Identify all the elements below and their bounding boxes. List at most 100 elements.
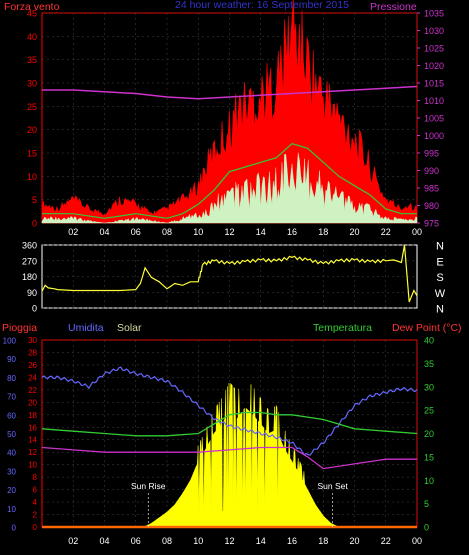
y-right-tick-label: 1010 — [424, 96, 444, 106]
y-tick-label: 90 — [27, 288, 37, 298]
pressure-label: Pressione — [370, 1, 417, 13]
y-tick-label: 10 — [27, 172, 37, 182]
pressure-line — [42, 85, 418, 100]
x-tick-label: 10 — [193, 227, 203, 237]
wind-pressure-panel: 0510152025303540459759809859909951000100… — [27, 0, 444, 237]
y-right-tick-label: 1000 — [424, 131, 444, 141]
y-tick-label: 25 — [27, 102, 37, 112]
humidity-tick-label: 90 — [7, 355, 16, 364]
dewpoint-label: Dew Point (°C) — [392, 322, 462, 334]
compass-label: N — [436, 304, 444, 316]
y-right-tick-label: 1015 — [424, 79, 444, 89]
x-tick-label: 08 — [162, 227, 172, 237]
rain-tick-label: 16 — [28, 423, 37, 432]
rain-tick-label: 30 — [28, 336, 37, 345]
solar-area — [143, 382, 340, 528]
rain-tick-label: 20 — [28, 398, 37, 407]
x-tick-label: 22 — [381, 536, 391, 546]
compass-label: E — [436, 256, 443, 268]
x-tick-label: 20 — [349, 536, 359, 546]
rain-tick-label: 2 — [33, 511, 38, 520]
humidity-tick-label: 70 — [7, 393, 16, 402]
y-tick-label: 270 — [22, 256, 37, 266]
x-tick-label: 06 — [131, 227, 141, 237]
x-tick-label: 00 — [412, 227, 422, 237]
x-tick-label: 00 — [412, 536, 422, 546]
x-tick-label: 18 — [318, 536, 328, 546]
y-tick-label: 360 — [22, 241, 37, 251]
y-right-tick-label: 1035 — [424, 9, 444, 19]
y-tick-label: 0 — [32, 304, 37, 314]
x-tick-label: 06 — [131, 536, 141, 546]
y-right-tick-label: 995 — [424, 149, 439, 159]
compass-label: W — [435, 288, 446, 300]
x-tick-label: 12 — [224, 536, 234, 546]
humidity-line — [41, 366, 418, 456]
y-tick-label: 180 — [22, 272, 37, 282]
temp-tick-label: 15 — [424, 452, 434, 462]
x-tick-label: 14 — [256, 536, 266, 546]
y-right-tick-label: 985 — [424, 184, 439, 194]
y-right-tick-label: 975 — [424, 219, 439, 229]
wind-direction-panel: 0 N 90 W 180 S 270 E 360 N — [22, 241, 446, 316]
rain-tick-label: 12 — [28, 448, 37, 457]
y-right-tick-label: 990 — [424, 166, 439, 176]
x-tick-label: 20 — [349, 227, 359, 237]
temp-tick-label: 35 — [424, 359, 434, 369]
y-right-tick-label: 1005 — [424, 114, 444, 124]
temp-tick-label: 25 — [424, 406, 434, 416]
humidity-tick-label: 100 — [3, 337, 17, 346]
humidity-tick-label: 50 — [7, 430, 16, 439]
solar-label: Solar — [117, 322, 142, 334]
x-tick-label: 02 — [68, 227, 78, 237]
wind-speed-label: Forza vento — [4, 1, 60, 13]
y-tick-label: 35 — [27, 55, 37, 65]
rain-tick-label: 26 — [28, 361, 37, 370]
rain-tick-label: 8 — [33, 473, 38, 482]
temp-tick-label: 0 — [424, 523, 429, 533]
dewpoint-line — [41, 446, 417, 470]
rain-label: Pioggia — [2, 322, 37, 334]
y-right-tick-label: 1025 — [424, 44, 444, 54]
humidity-tick-label: 10 — [7, 505, 16, 514]
rain-tick-label: 6 — [33, 486, 38, 495]
temp-tick-label: 30 — [424, 382, 434, 392]
x-tick-label: 16 — [287, 536, 297, 546]
temp-tick-label: 10 — [424, 476, 434, 486]
y-tick-label: 20 — [27, 125, 37, 135]
temperature-label: Temperatura — [313, 322, 372, 334]
humidity-tick-label: 40 — [7, 449, 16, 458]
x-tick-label: 04 — [99, 227, 109, 237]
rain-tick-label: 18 — [28, 411, 37, 420]
x-tick-label: 04 — [99, 536, 109, 546]
humidity-tick-label: 30 — [7, 467, 16, 476]
humidity-tick-label: 80 — [7, 374, 16, 383]
x-tick-label: 08 — [162, 536, 172, 546]
humidity-tick-label: 0 — [12, 524, 17, 533]
wind-direction-line — [41, 244, 418, 303]
temperature-line — [41, 411, 418, 437]
x-tick-label: 10 — [193, 536, 203, 546]
humidity-temperature-panel: 0102030405060708090100024681012141618202… — [3, 336, 434, 547]
x-tick-label: 02 — [68, 536, 78, 546]
compass-label: N — [436, 241, 444, 253]
compass-label: S — [436, 272, 443, 284]
temp-tick-label: 5 — [424, 499, 429, 509]
x-tick-label: 12 — [224, 227, 234, 237]
sunset-label: Sun Set — [318, 481, 349, 491]
rain-tick-label: 24 — [28, 373, 37, 382]
x-tick-label: 16 — [287, 227, 297, 237]
rain-tick-label: 10 — [28, 461, 37, 470]
wind-minimum-area — [41, 152, 418, 224]
x-tick-label: 22 — [381, 227, 391, 237]
temp-tick-label: 20 — [424, 429, 434, 439]
wind-speed-area — [41, 0, 418, 224]
y-tick-label: 40 — [27, 32, 37, 42]
sunrise-label: Sun Rise — [131, 481, 166, 491]
y-right-tick-label: 1020 — [424, 61, 444, 71]
humidity-label: Umidita — [68, 322, 104, 334]
y-tick-label: 5 — [32, 195, 37, 205]
y-tick-label: 45 — [27, 9, 37, 19]
x-tick-label: 14 — [256, 227, 266, 237]
